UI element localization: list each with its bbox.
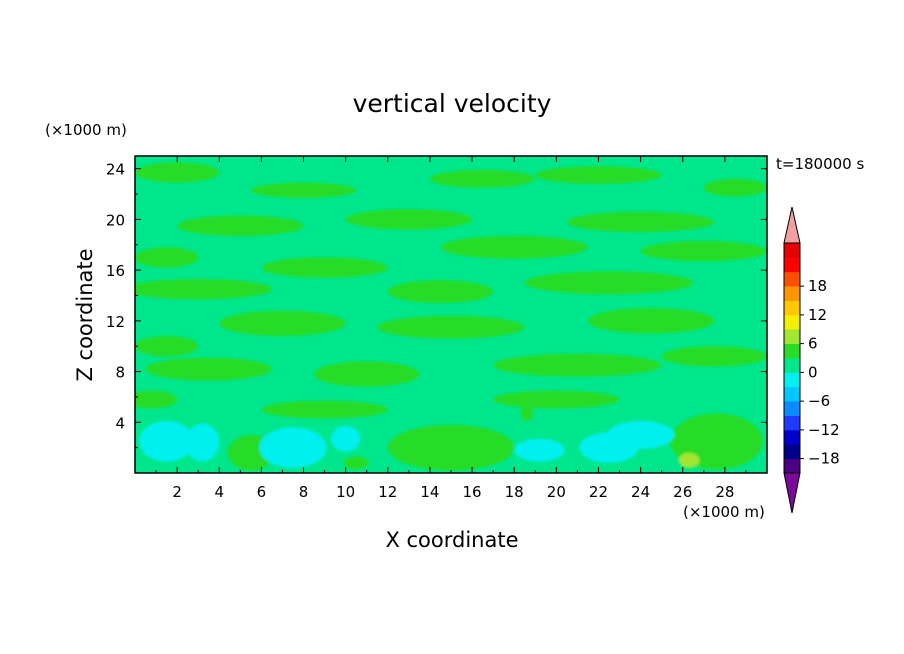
colorbar-segment: [784, 314, 800, 330]
y-tick-label: 24: [106, 161, 125, 179]
contour-regions: [135, 162, 767, 471]
x-tick-label: 24: [631, 483, 650, 501]
plot-area: [135, 156, 767, 473]
x-tick-label: 16: [463, 483, 482, 501]
colorbar-segment: [784, 372, 800, 388]
contour-region-27: [261, 257, 388, 278]
x-tick-label: 2: [172, 483, 182, 501]
colorbar-over-arrow: [783, 206, 801, 244]
colorbar: 18 12 6 0 −6 −12 −18: [783, 206, 840, 514]
y-axis-label: Z coordinate: [73, 248, 97, 381]
contour-region-15: [520, 405, 534, 422]
colorbar-segment: [784, 401, 800, 416]
contour-region-7: [139, 421, 194, 462]
contour-region-17: [314, 361, 420, 387]
contour-region-41: [135, 390, 178, 409]
contour-region-10: [514, 438, 565, 462]
contour-region-36: [135, 162, 220, 183]
contour-region-25: [387, 280, 494, 304]
contour-region-30: [640, 240, 767, 262]
x-tick-label: 4: [214, 483, 224, 501]
contour-region-39: [261, 400, 388, 419]
colorbar-label: 0: [808, 363, 818, 381]
contour-region-19: [661, 346, 767, 367]
contour-region-28: [135, 247, 199, 268]
y-axis-ticks: 4 8 12 16 20 24: [106, 161, 767, 449]
contour-region-26: [524, 271, 694, 295]
x-axis-label: X coordinate: [385, 528, 518, 552]
contour-region-16: [145, 357, 272, 381]
colorbar-label: 18: [808, 277, 827, 295]
colorbar-label: −6: [808, 392, 830, 410]
y-tick-label: 16: [106, 262, 125, 280]
contour-region-31: [177, 215, 304, 236]
contour-region-40: [493, 390, 620, 409]
colorbar-segment: [784, 243, 800, 258]
colorbar-segment: [784, 386, 800, 402]
contour-region-8: [185, 423, 220, 462]
colorbar-segment: [784, 329, 800, 345]
colorbar-under-arrow: [783, 472, 801, 514]
x-axis-ticks: 2 4 6 8 10 12 14 16 18 20 22 24 26 28: [155, 156, 747, 501]
contour-region-35: [429, 169, 536, 188]
time-label: t=180000 s: [776, 155, 864, 173]
contour-region-9: [330, 426, 361, 452]
x-tick-label: 20: [547, 483, 566, 501]
contour-region-34: [250, 182, 357, 198]
contour-region-14: [343, 456, 369, 470]
contour-region-18: [493, 353, 662, 377]
contour-region-24: [135, 278, 272, 300]
colorbar-segment: [784, 415, 800, 431]
contour-region-12: [259, 427, 327, 468]
colorbar-segment: [784, 300, 800, 316]
contour-region-38: [703, 178, 767, 197]
contour-region-33: [566, 211, 715, 233]
x-tick-label: 26: [673, 483, 692, 501]
colorbar-segment: [784, 358, 800, 373]
colorbar-segment: [784, 429, 800, 445]
y-tick-label: 8: [115, 364, 125, 382]
colorbar-segment: [784, 271, 800, 287]
contour-region-22: [377, 315, 525, 339]
contour-region-13: [579, 432, 639, 463]
x-unit-label: (×1000 m): [683, 503, 765, 521]
colorbar-segment: [784, 286, 800, 301]
colorbar-segment: [784, 444, 800, 460]
y-unit-label: (×1000 m): [45, 121, 127, 139]
colorbar-label: −18: [808, 450, 840, 468]
colorbar-segment: [784, 257, 800, 273]
x-tick-label: 14: [420, 483, 439, 501]
chart-title: vertical velocity: [353, 89, 552, 118]
x-tick-label: 8: [299, 483, 309, 501]
colorbar-segment: [784, 343, 800, 359]
x-tick-label: 18: [505, 483, 524, 501]
contour-region-3: [387, 424, 515, 471]
contour-region-37: [535, 166, 662, 184]
y-tick-label: 4: [115, 414, 125, 432]
contour-region-20: [135, 336, 199, 357]
y-tick-label: 20: [106, 211, 125, 229]
contour-region-29: [440, 235, 588, 259]
x-tick-label: 28: [715, 483, 734, 501]
colorbar-segment: [784, 458, 800, 474]
contour-region-21: [219, 310, 346, 337]
x-tick-label: 12: [378, 483, 397, 501]
colorbar-label: −12: [808, 421, 840, 439]
contour-region-23: [587, 308, 715, 334]
colorbar-frame: [783, 242, 801, 474]
contour-region-6: [678, 452, 700, 468]
colorbar-label: 12: [808, 306, 827, 324]
x-tick-label: 10: [336, 483, 355, 501]
y-tick-label: 12: [106, 313, 125, 331]
x-tick-label: 22: [589, 483, 608, 501]
colorbar-label: 6: [808, 335, 818, 353]
x-tick-label: 6: [257, 483, 267, 501]
contour-region-32: [345, 209, 473, 230]
